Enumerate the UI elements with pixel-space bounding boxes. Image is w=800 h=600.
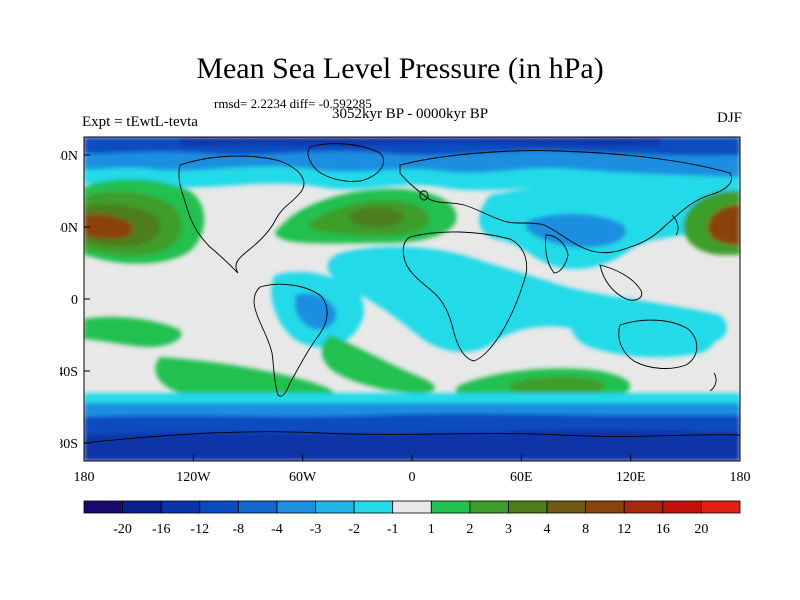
legend-swatch xyxy=(662,500,702,514)
south-atlantic-band xyxy=(321,335,435,393)
legend-swatch xyxy=(585,500,625,514)
pressure-contours xyxy=(84,137,740,461)
arctic-core xyxy=(180,137,660,146)
lon-axis: 180 120W 60W 0 60E 120E 180 xyxy=(74,455,751,485)
coast-new-zealand xyxy=(709,372,717,392)
legend-tick-label: -20 xyxy=(113,522,132,537)
legend-tick-labels: -20 -16 -12 -8 -4 -3 -2 -1 1 2 3 4 8 12 16 20 xyxy=(113,522,708,537)
coast-southeast-asia xyxy=(599,264,643,301)
lon-label: 120E xyxy=(616,470,646,485)
lat-label: 80S xyxy=(60,437,78,452)
coast-north-america xyxy=(178,155,305,274)
legend-swatch xyxy=(315,500,355,514)
lon-label: 0 xyxy=(409,470,416,485)
south-indian-high-core xyxy=(510,376,605,398)
legend-swatch xyxy=(546,500,587,514)
coast-australia xyxy=(618,319,698,369)
legend-swatch xyxy=(430,500,471,514)
lon-label: 180 xyxy=(730,470,751,485)
antarctic-core xyxy=(84,429,740,461)
coastlines xyxy=(84,143,740,444)
legend-swatch xyxy=(701,500,741,514)
coast-india xyxy=(545,234,569,274)
lat-label: 40N xyxy=(60,221,78,236)
legend-swatch xyxy=(508,500,548,514)
lon-label: 180 xyxy=(74,470,95,485)
lon-label: 60W xyxy=(289,470,317,485)
legend-swatch xyxy=(237,500,278,514)
legend-tick-label: 16 xyxy=(656,522,670,537)
legend-swatch xyxy=(160,500,201,514)
coast-japan xyxy=(671,214,679,236)
lon-label: 60E xyxy=(510,470,533,485)
legend-tick-label: 3 xyxy=(505,522,512,537)
map-plot-area xyxy=(84,137,740,461)
lat-label: 0 xyxy=(71,293,78,308)
legend-tick-label: -8 xyxy=(233,522,245,537)
pressure-map: 80N 40N 0 40S 80S 180 120W 60W 0 60E 120E 180 xyxy=(60,136,751,485)
coast-europe-asia xyxy=(399,150,732,254)
north-atlantic-high-core xyxy=(349,207,404,227)
legend-swatch xyxy=(392,500,432,514)
legend-tick-label: 20 xyxy=(694,522,708,537)
legend-swatch xyxy=(353,500,394,514)
legend-tick-label: -16 xyxy=(152,522,171,537)
south-pacific-high xyxy=(84,316,182,347)
coast-uk xyxy=(419,190,429,201)
lon-label: 120W xyxy=(176,470,211,485)
legend-tick-label: -2 xyxy=(348,522,360,537)
legend-tick-label: 1 xyxy=(428,522,435,537)
legend-swatch xyxy=(276,500,316,514)
legend-swatch xyxy=(469,500,509,514)
season-label: DJF xyxy=(716,110,742,126)
coast-greenland xyxy=(307,143,385,182)
lat-label: 80N xyxy=(60,149,78,164)
legend-tick-label: 12 xyxy=(617,522,631,537)
eurasia-low-core xyxy=(525,213,626,248)
legend-swatch xyxy=(83,500,123,514)
legend-tick-label: 2 xyxy=(466,522,473,537)
legend-tick-label: -4 xyxy=(271,522,283,537)
coast-africa xyxy=(402,231,528,362)
period-line: 3052kyr BP - 0000kyr BP xyxy=(331,106,489,122)
legend-boxes xyxy=(83,500,741,514)
legend-tick-label: 4 xyxy=(544,522,551,537)
legend-tick-label: -12 xyxy=(190,522,209,537)
color-legend: -20 -16 -12 -8 -4 -3 -2 -1 1 2 3 4 8 12 16 20 xyxy=(83,500,741,537)
legend-tick-label: -3 xyxy=(310,522,322,537)
australia-low xyxy=(571,310,715,358)
legend-tick-label: 8 xyxy=(582,522,589,537)
coast-antarctica xyxy=(84,431,740,444)
coast-south-america xyxy=(253,283,328,397)
lat-label: 40S xyxy=(60,365,78,380)
west-pacific-high-core xyxy=(708,205,740,245)
north-pacific-high-core xyxy=(84,214,133,239)
legend-swatch xyxy=(199,500,239,514)
stats-line: rmsd= 2.2234 diff= -0.592285 xyxy=(214,96,372,111)
experiment-label: Expt = tEwtL-tevta xyxy=(82,114,198,130)
legend-swatch xyxy=(122,500,162,514)
map-title: Mean Sea Level Pressure (in hPa) xyxy=(196,52,604,85)
lat-axis: 80N 40N 0 40S 80S xyxy=(60,149,90,452)
legend-tick-label: -1 xyxy=(387,522,399,537)
legend-swatch xyxy=(623,500,664,514)
